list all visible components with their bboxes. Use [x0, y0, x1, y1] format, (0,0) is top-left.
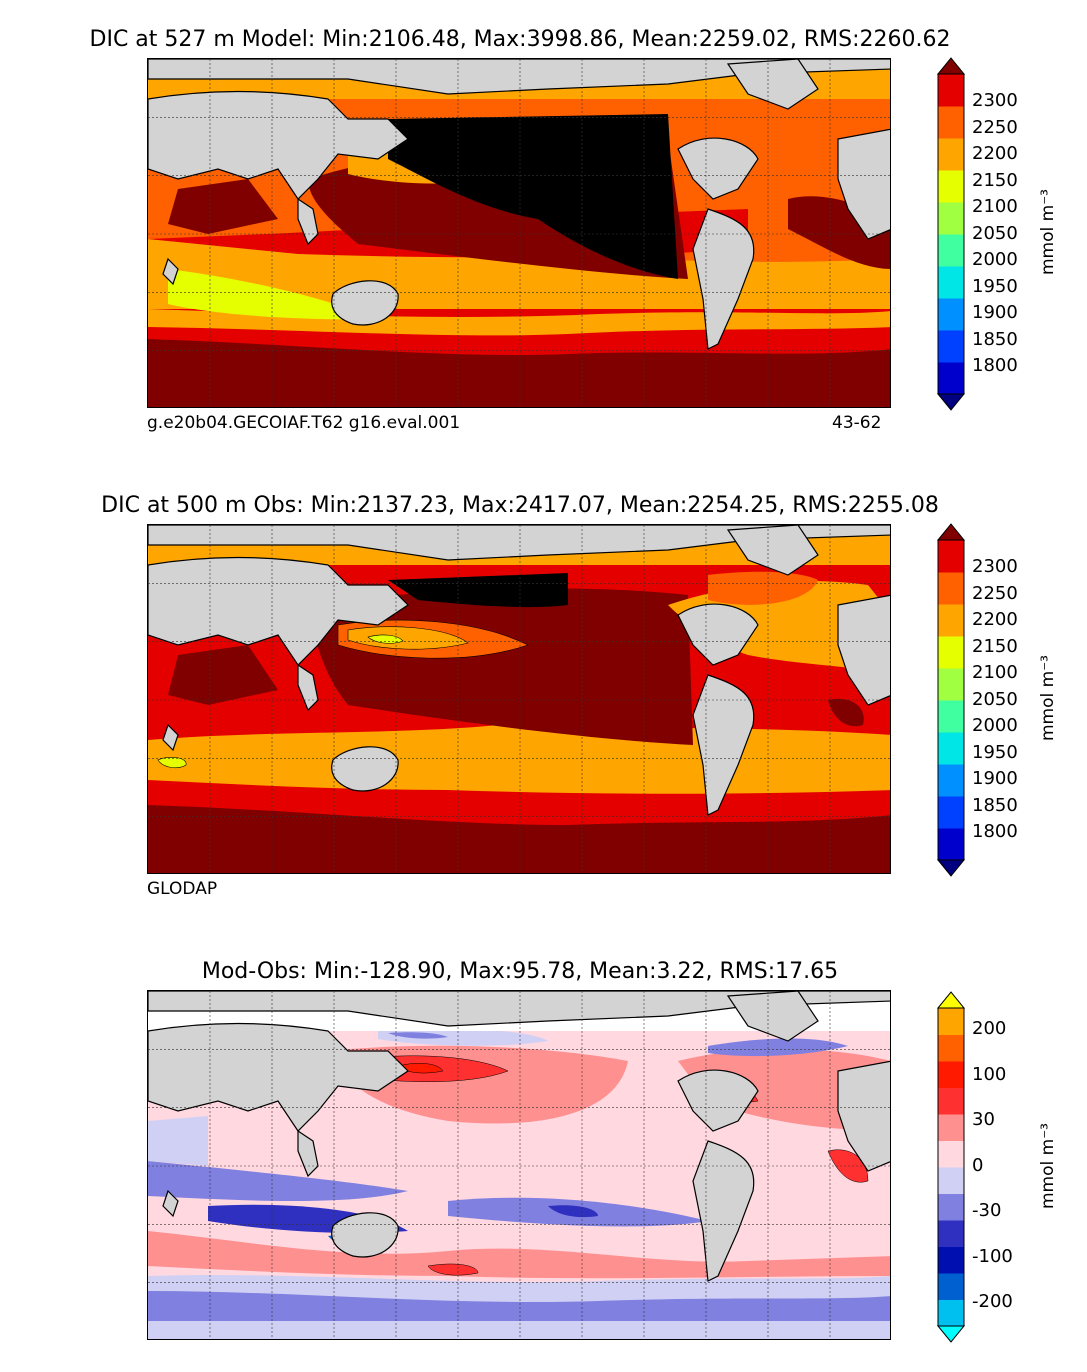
diff-tick-0: 200 — [972, 1018, 1007, 1039]
diff-tick-5: -100 — [972, 1246, 1013, 1267]
colorbar-frame — [937, 539, 965, 861]
model-tick-1: 2250 — [972, 117, 1018, 138]
obs-caption-left: GLODAP — [147, 879, 218, 899]
colorbar-segment — [938, 1034, 964, 1062]
colorbar-segment — [938, 1193, 964, 1221]
obs-tick-8: 1900 — [972, 768, 1018, 789]
obs-colorbar — [936, 523, 966, 877]
colorbar-segment — [938, 106, 964, 139]
diff-tick-3: 0 — [972, 1155, 984, 1176]
colorbar-segment — [938, 202, 964, 235]
model-tick-5: 2050 — [972, 223, 1018, 244]
colorbar-segment — [938, 1087, 964, 1115]
obs-tick-2: 2200 — [972, 609, 1018, 630]
colorbar-segment — [938, 266, 964, 299]
diff-colorbar-unit: mmol m⁻³ — [1038, 1123, 1058, 1209]
colorbar-segment — [938, 1246, 964, 1274]
colorbar-segment — [938, 138, 964, 171]
model-map — [147, 58, 891, 408]
colorbar-segment — [938, 1167, 964, 1194]
colorbar-segment — [938, 668, 964, 701]
model-colorbar — [936, 57, 966, 411]
colorbar-segment — [938, 764, 964, 797]
model-tick-7: 1950 — [972, 276, 1018, 297]
obs-tick-6: 2000 — [972, 715, 1018, 736]
diff-colorbar — [936, 991, 966, 1343]
model-title: DIC at 527 m Model: Min:2106.48, Max:399… — [89, 27, 951, 52]
colorbar-frame — [937, 1007, 965, 1327]
model-caption-left: g.e20b04.GECOIAF.T62 g16.eval.001 — [147, 413, 461, 433]
obs-title: DIC at 500 m Obs: Min:2137.23, Max:2417.… — [101, 493, 939, 518]
colorbar-segment — [938, 1008, 964, 1035]
obs-panel: DIC at 500 m Obs: Min:2137.23, Max:2417.… — [101, 493, 1058, 899]
graticule — [148, 525, 890, 873]
obs-tick-5: 2050 — [972, 689, 1018, 710]
colorbar-segment — [938, 796, 964, 829]
colorbar-segment — [938, 636, 964, 669]
colorbar-segment — [938, 1299, 964, 1327]
model-tick-6: 2000 — [972, 249, 1018, 270]
model-tick-0: 2300 — [972, 90, 1018, 111]
diff-tick-6: -200 — [972, 1291, 1013, 1312]
model-tick-9: 1850 — [972, 329, 1018, 350]
obs-map — [147, 524, 891, 874]
model-panel: DIC at 527 m Model: Min:2106.48, Max:399… — [0, 0, 1087, 460]
colorbar-segment — [938, 1114, 964, 1141]
obs-tick-10: 1800 — [972, 821, 1018, 842]
colorbar-segment — [938, 700, 964, 733]
obs-tick-4: 2100 — [972, 662, 1018, 683]
colorbar-frame — [937, 73, 965, 395]
model-tick-4: 2100 — [972, 196, 1018, 217]
colorbar-segment — [938, 572, 964, 605]
model-tick-3: 2150 — [972, 170, 1018, 191]
obs-tick-0: 2300 — [972, 556, 1018, 577]
obs-tick-1: 2250 — [972, 583, 1018, 604]
obs-tick-9: 1850 — [972, 795, 1018, 816]
model-colorbar-svg — [936, 57, 966, 411]
colorbar-segment — [938, 234, 964, 267]
model-tick-8: 1900 — [972, 302, 1018, 323]
colorbar-extend-max — [936, 991, 966, 1009]
colorbar-segment — [938, 74, 964, 107]
colorbar-segment — [938, 604, 964, 637]
colorbar-segment — [938, 1220, 964, 1247]
colorbar-extend-min — [936, 1325, 966, 1343]
colorbar-segment — [938, 330, 964, 363]
model-caption-right: 43-62 — [832, 413, 882, 433]
colorbar-segment — [938, 298, 964, 331]
colorbar-segment — [938, 732, 964, 765]
model-tick-2: 2200 — [972, 143, 1018, 164]
obs-tick-3: 2150 — [972, 636, 1018, 657]
obs-tick-7: 1950 — [972, 742, 1018, 763]
colorbar-segment — [938, 362, 964, 395]
colorbar-segment — [938, 1061, 964, 1088]
model-tick-10: 1800 — [972, 355, 1018, 376]
colorbar-segment — [938, 1140, 964, 1168]
diff-tick-1: 100 — [972, 1064, 1007, 1085]
diff-map — [147, 990, 891, 1340]
diff-tick-4: -30 — [972, 1200, 1002, 1221]
colorbar-segment — [938, 170, 964, 203]
colorbar-segment — [938, 1273, 964, 1300]
diff-tick-2: 30 — [972, 1109, 995, 1130]
graticule — [148, 59, 890, 407]
diff-colorbar-svg — [936, 991, 966, 1343]
diff-title: Mod-Obs: Min:-128.90, Max:95.78, Mean:3.… — [201, 959, 839, 984]
graticule — [148, 991, 890, 1339]
colorbar-segment — [938, 828, 964, 861]
colorbar-segment — [938, 540, 964, 573]
obs-colorbar-svg — [936, 523, 966, 877]
